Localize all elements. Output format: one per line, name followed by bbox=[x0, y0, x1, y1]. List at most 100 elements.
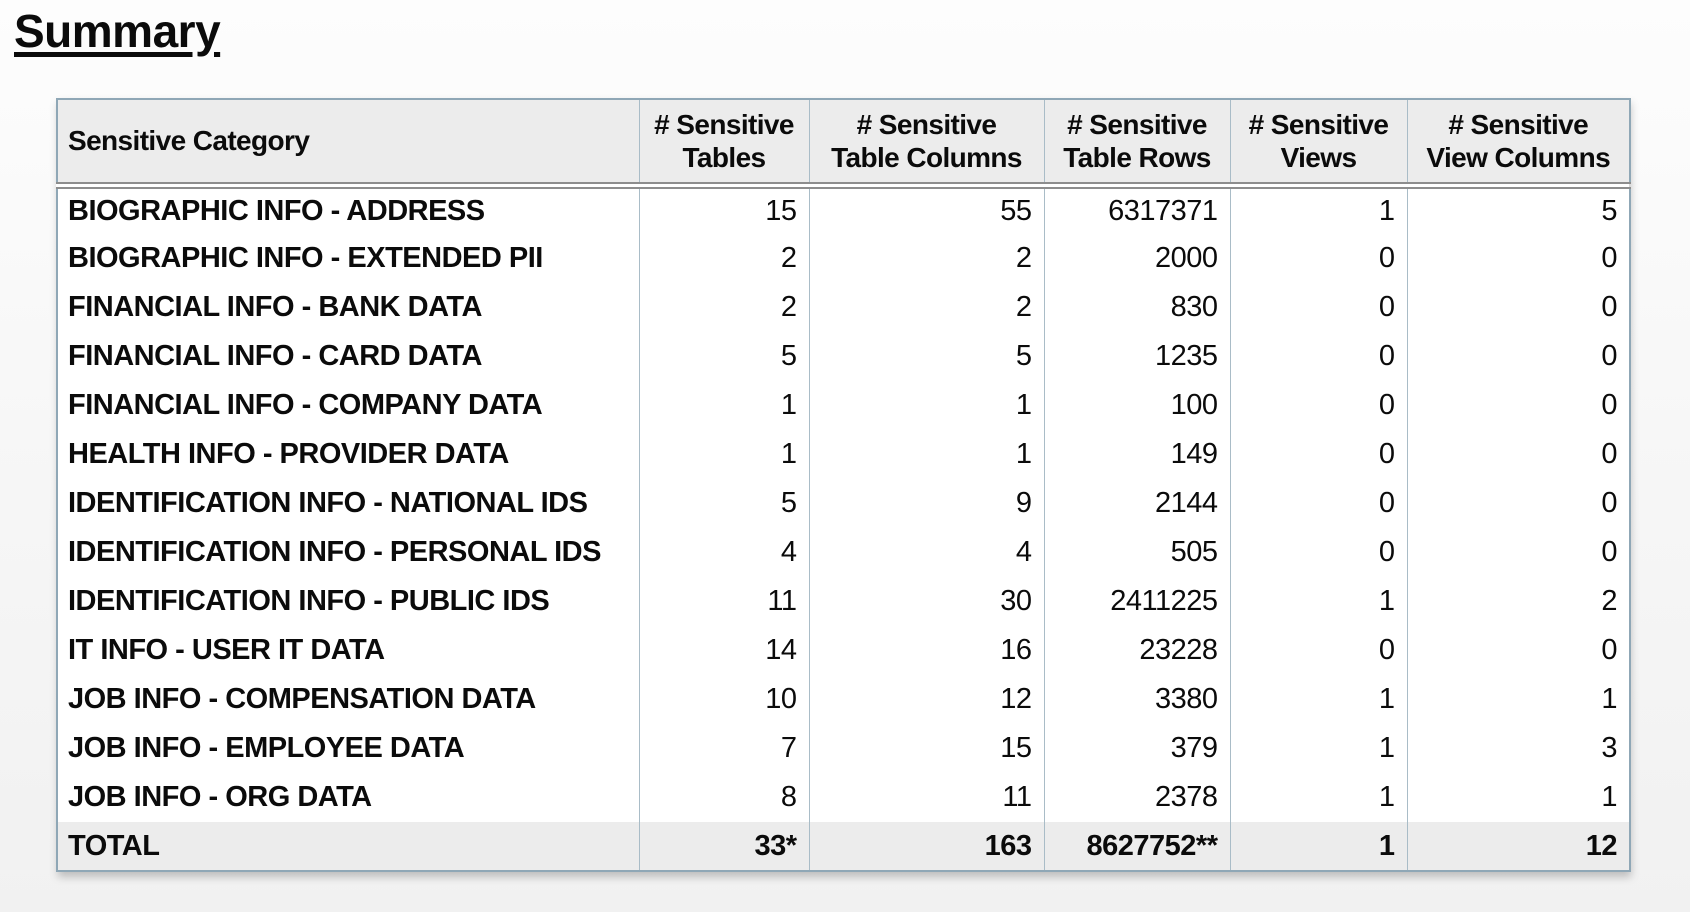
value-cell: 2144 bbox=[1043, 479, 1231, 528]
total-label-cell: TOTAL bbox=[56, 822, 640, 871]
value-cell: 55 bbox=[808, 185, 1045, 234]
header-cell-sensitive-view-columns: # Sensitive View Columns bbox=[1406, 99, 1631, 189]
header-cell-sensitive-table-columns: # Sensitive Table Columns bbox=[808, 99, 1045, 189]
value-cell: 0 bbox=[1406, 430, 1631, 479]
value-cell: 7 bbox=[638, 724, 810, 773]
value-cell: 1 bbox=[808, 381, 1045, 430]
value-cell: 1 bbox=[1229, 773, 1408, 822]
table-row: HEALTH INFO - PROVIDER DATA 1 1 149 0 0 bbox=[56, 430, 1631, 479]
category-cell: HEALTH INFO - PROVIDER DATA bbox=[56, 430, 640, 479]
value-cell: 2 bbox=[638, 283, 810, 332]
category-cell: JOB INFO - COMPENSATION DATA bbox=[56, 675, 640, 724]
total-value-cell: 163 bbox=[808, 822, 1045, 871]
category-cell: BIOGRAPHIC INFO - ADDRESS bbox=[56, 185, 640, 234]
table-row: IT INFO - USER IT DATA 14 16 23228 0 0 bbox=[56, 626, 1631, 675]
category-cell: IDENTIFICATION INFO - PUBLIC IDS bbox=[56, 577, 640, 626]
value-cell: 0 bbox=[1229, 381, 1408, 430]
category-cell: BIOGRAPHIC INFO - EXTENDED PII bbox=[56, 234, 640, 283]
value-cell: 23228 bbox=[1043, 626, 1231, 675]
total-row: TOTAL 33* 163 8627752** 1 12 bbox=[56, 822, 1631, 871]
header-cell-sensitive-tables: # Sensitive Tables bbox=[638, 99, 810, 189]
value-cell: 1 bbox=[1229, 577, 1408, 626]
table-row: BIOGRAPHIC INFO - ADDRESS 15 55 6317371 … bbox=[56, 185, 1631, 234]
value-cell: 0 bbox=[1229, 234, 1408, 283]
value-cell: 1 bbox=[638, 430, 810, 479]
category-cell: IT INFO - USER IT DATA bbox=[56, 626, 640, 675]
total-value-cell: 33* bbox=[638, 822, 810, 871]
value-cell: 2411225 bbox=[1043, 577, 1231, 626]
table-row: BIOGRAPHIC INFO - EXTENDED PII 2 2 2000 … bbox=[56, 234, 1631, 283]
value-cell: 12 bbox=[808, 675, 1045, 724]
value-cell: 10 bbox=[638, 675, 810, 724]
category-cell: FINANCIAL INFO - BANK DATA bbox=[56, 283, 640, 332]
category-cell: JOB INFO - EMPLOYEE DATA bbox=[56, 724, 640, 773]
value-cell: 0 bbox=[1229, 430, 1408, 479]
value-cell: 1 bbox=[808, 430, 1045, 479]
header-cell-sensitive-table-rows: # Sensitive Table Rows bbox=[1043, 99, 1231, 189]
value-cell: 0 bbox=[1406, 283, 1631, 332]
value-cell: 1 bbox=[638, 381, 810, 430]
value-cell: 4 bbox=[638, 528, 810, 577]
value-cell: 0 bbox=[1406, 332, 1631, 381]
category-cell: FINANCIAL INFO - CARD DATA bbox=[56, 332, 640, 381]
table-row: JOB INFO - COMPENSATION DATA 10 12 3380 … bbox=[56, 675, 1631, 724]
value-cell: 0 bbox=[1406, 381, 1631, 430]
summary-table-container: Sensitive Category # Sensitive Tables # … bbox=[56, 98, 1631, 872]
value-cell: 6317371 bbox=[1043, 185, 1231, 234]
table-row: FINANCIAL INFO - BANK DATA 2 2 830 0 0 bbox=[56, 283, 1631, 332]
value-cell: 14 bbox=[638, 626, 810, 675]
value-cell: 0 bbox=[1229, 479, 1408, 528]
category-cell: FINANCIAL INFO - COMPANY DATA bbox=[56, 381, 640, 430]
value-cell: 0 bbox=[1406, 234, 1631, 283]
value-cell: 5 bbox=[808, 332, 1045, 381]
table-row: JOB INFO - EMPLOYEE DATA 7 15 379 1 3 bbox=[56, 724, 1631, 773]
table-row: FINANCIAL INFO - CARD DATA 5 5 1235 0 0 bbox=[56, 332, 1631, 381]
value-cell: 2 bbox=[638, 234, 810, 283]
category-cell: JOB INFO - ORG DATA bbox=[56, 773, 640, 822]
value-cell: 830 bbox=[1043, 283, 1231, 332]
value-cell: 11 bbox=[808, 773, 1045, 822]
value-cell: 0 bbox=[1406, 626, 1631, 675]
value-cell: 5 bbox=[1406, 185, 1631, 234]
value-cell: 149 bbox=[1043, 430, 1231, 479]
value-cell: 15 bbox=[808, 724, 1045, 773]
value-cell: 2000 bbox=[1043, 234, 1231, 283]
value-cell: 3380 bbox=[1043, 675, 1231, 724]
value-cell: 0 bbox=[1406, 479, 1631, 528]
value-cell: 1 bbox=[1406, 773, 1631, 822]
value-cell: 5 bbox=[638, 332, 810, 381]
value-cell: 5 bbox=[638, 479, 810, 528]
table-row: JOB INFO - ORG DATA 8 11 2378 1 1 bbox=[56, 773, 1631, 822]
value-cell: 4 bbox=[808, 528, 1045, 577]
value-cell: 11 bbox=[638, 577, 810, 626]
table-row: FINANCIAL INFO - COMPANY DATA 1 1 100 0 … bbox=[56, 381, 1631, 430]
page-title: Summary bbox=[14, 5, 221, 57]
value-cell: 8 bbox=[638, 773, 810, 822]
value-cell: 0 bbox=[1229, 528, 1408, 577]
value-cell: 0 bbox=[1406, 528, 1631, 577]
value-cell: 15 bbox=[638, 185, 810, 234]
table-row: IDENTIFICATION INFO - PUBLIC IDS 11 30 2… bbox=[56, 577, 1631, 626]
value-cell: 505 bbox=[1043, 528, 1231, 577]
category-cell: IDENTIFICATION INFO - PERSONAL IDS bbox=[56, 528, 640, 577]
value-cell: 3 bbox=[1406, 724, 1631, 773]
value-cell: 9 bbox=[808, 479, 1045, 528]
value-cell: 1235 bbox=[1043, 332, 1231, 381]
value-cell: 0 bbox=[1229, 283, 1408, 332]
total-value-cell: 12 bbox=[1406, 822, 1631, 871]
summary-table: Sensitive Category # Sensitive Tables # … bbox=[56, 98, 1631, 872]
value-cell: 16 bbox=[808, 626, 1045, 675]
value-cell: 1 bbox=[1229, 185, 1408, 234]
value-cell: 2 bbox=[808, 234, 1045, 283]
value-cell: 1 bbox=[1406, 675, 1631, 724]
value-cell: 379 bbox=[1043, 724, 1231, 773]
value-cell: 1 bbox=[1229, 675, 1408, 724]
category-cell: IDENTIFICATION INFO - NATIONAL IDS bbox=[56, 479, 640, 528]
value-cell: 0 bbox=[1229, 626, 1408, 675]
table-row: IDENTIFICATION INFO - PERSONAL IDS 4 4 5… bbox=[56, 528, 1631, 577]
value-cell: 0 bbox=[1229, 332, 1408, 381]
value-cell: 2378 bbox=[1043, 773, 1231, 822]
value-cell: 1 bbox=[1229, 724, 1408, 773]
table-row: IDENTIFICATION INFO - NATIONAL IDS 5 9 2… bbox=[56, 479, 1631, 528]
value-cell: 2 bbox=[1406, 577, 1631, 626]
